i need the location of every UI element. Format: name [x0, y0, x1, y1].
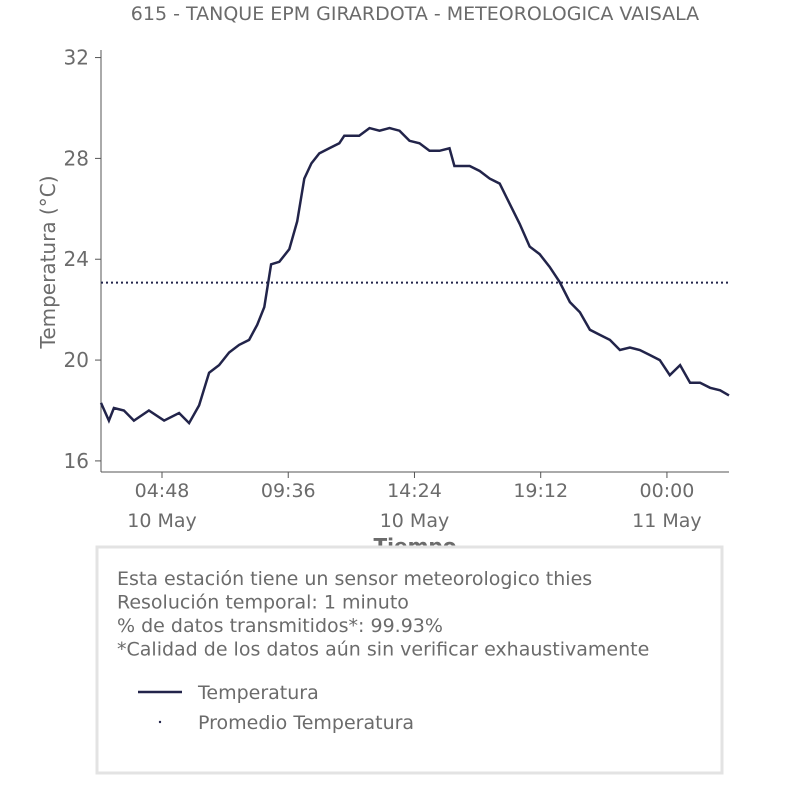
- legend-label: Temperatura: [197, 682, 319, 704]
- info-line: % de datos transmitidos*: 99.93%: [117, 615, 443, 637]
- x-tick-label: 19:12: [513, 480, 568, 502]
- info-line: *Calidad de los datos aún sin verificar …: [117, 639, 649, 661]
- legend-box: [95, 545, 724, 775]
- temperature-line: [99, 126, 730, 426]
- y-tick-label: 24: [64, 247, 89, 271]
- y-axis-label: Temperatura (°C): [36, 175, 60, 349]
- x-tick-label: 14:24 10 May: [380, 480, 450, 532]
- info-line: Esta estación tiene un sensor meteorolog…: [117, 568, 592, 590]
- y-tick-label: 32: [64, 46, 89, 70]
- x-tick-label: 00:00 11 May: [632, 480, 702, 532]
- y-tick-label: 20: [64, 348, 89, 372]
- legend-label: Promedio Temperatura: [198, 712, 414, 734]
- info-line: Resolución temporal: 1 minuto: [117, 592, 409, 614]
- legend-swatch: [158, 720, 162, 724]
- y-tick-label: 28: [64, 146, 89, 170]
- y-tick-label: 16: [64, 449, 89, 473]
- x-tick-label: 09:36: [261, 480, 316, 502]
- x-tick-label: 04:48 10 May: [127, 480, 197, 532]
- chart-title: 615 - TANQUE EPM GIRARDOTA - METEOROLOGI…: [131, 3, 699, 25]
